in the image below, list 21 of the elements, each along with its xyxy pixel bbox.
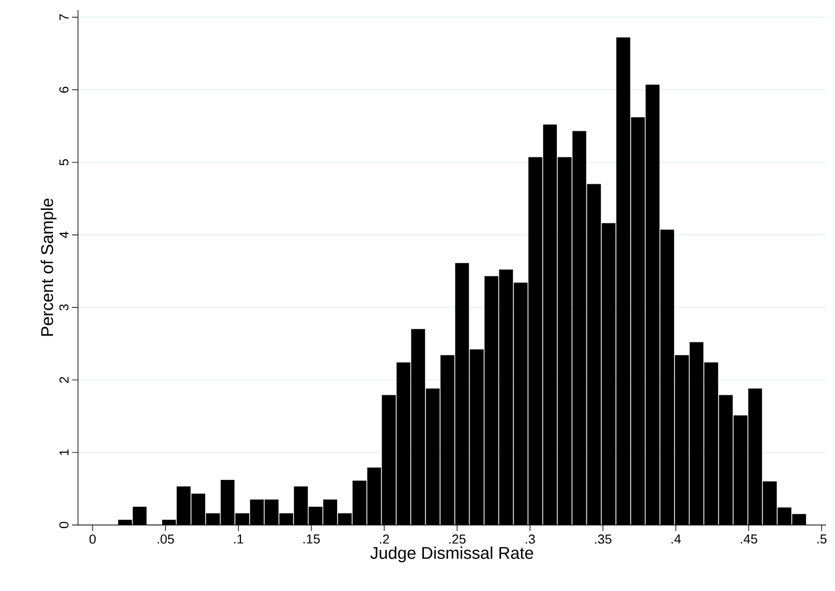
x-tick-label: .05 [158,534,174,544]
x-tick-label: .3 [526,534,535,544]
x-tick-label: .5 [817,534,826,544]
y-tick-label: 4 [60,232,68,238]
x-axis-title: Judge Dismissal Rate [370,546,534,562]
x-tick-label: 0 [89,534,96,544]
x-tick-label: .45 [740,534,758,544]
x-tick-label: .15 [303,534,320,544]
x-tick-label: .25 [449,534,466,544]
x-tick-label: .2 [380,534,389,544]
y-tick-label: 3 [59,304,68,310]
x-tick-label: .1 [234,534,244,544]
y-axis-title: Percent of Sample [40,198,56,336]
x-tick-label: .4 [672,534,681,544]
y-tick-label: 1 [60,449,68,456]
y-tick-label: 0 [59,522,68,528]
y-tick-label: 5 [59,159,68,166]
y-tick-label: 2 [59,376,68,383]
y-tick-label: 7 [60,14,68,20]
y-tick-label: 6 [59,86,68,93]
x-tick-label: .35 [595,534,612,544]
